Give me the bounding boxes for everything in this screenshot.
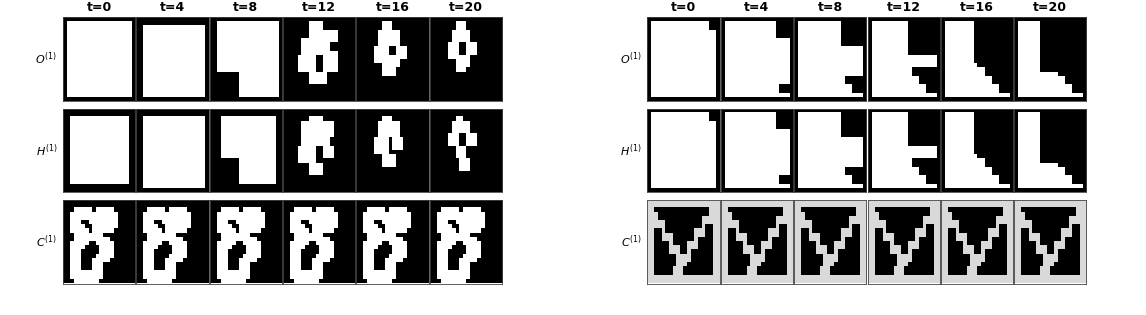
Text: $C^{(1)}$: $C^{(1)}$ (621, 233, 642, 250)
Text: t=0: t=0 (670, 1, 697, 14)
Text: t=4: t=4 (159, 1, 186, 14)
Text: t=20: t=20 (449, 1, 482, 14)
Text: t=20: t=20 (1034, 1, 1067, 14)
Text: $H^{(1)}$: $H^{(1)}$ (36, 142, 57, 159)
Text: $H^{(1)}$: $H^{(1)}$ (620, 142, 642, 159)
Text: $O^{(1)}$: $O^{(1)}$ (36, 51, 57, 67)
Text: t=16: t=16 (376, 1, 409, 14)
Text: t=8: t=8 (818, 1, 842, 14)
Text: t=16: t=16 (960, 1, 994, 14)
Text: t=0: t=0 (86, 1, 112, 14)
Text: $C^{(1)}$: $C^{(1)}$ (37, 233, 57, 250)
Text: $O^{(1)}$: $O^{(1)}$ (620, 51, 642, 67)
Text: t=12: t=12 (303, 1, 336, 14)
Text: t=8: t=8 (234, 1, 258, 14)
Text: t=12: t=12 (887, 1, 920, 14)
Text: t=4: t=4 (744, 1, 770, 14)
